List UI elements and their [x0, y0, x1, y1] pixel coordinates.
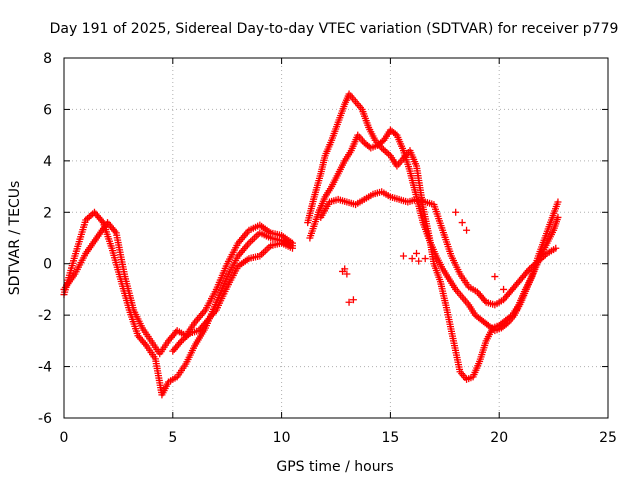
x-axis: 0 5 10 15 20 25 — [60, 58, 617, 446]
x-tick-label: 15 — [381, 430, 399, 446]
data-point-scattered — [343, 270, 351, 278]
x-axis-label: GPS time / hours — [276, 459, 393, 475]
y-axis: -6 -4 -2 0 2 4 6 8 — [38, 51, 608, 427]
x-tick-label: 20 — [490, 430, 508, 446]
data-point-scattered — [491, 273, 499, 281]
data-point-track-e — [554, 213, 562, 221]
data-point-scattered — [415, 257, 423, 265]
y-tick-label: 4 — [43, 154, 52, 170]
data-point-scattered — [458, 219, 466, 227]
y-tick-label: 0 — [43, 257, 52, 273]
data-point-scattered — [341, 265, 349, 273]
data-point-scattered — [463, 226, 471, 234]
data-point-scattered — [408, 255, 416, 263]
data-points — [60, 90, 562, 399]
data-point-track-d — [554, 198, 562, 206]
data-point-scattered — [399, 252, 407, 260]
data-point-scattered — [452, 208, 460, 216]
data-point-scattered — [500, 285, 508, 293]
data-point-track-f — [552, 244, 560, 252]
y-tick-label: 2 — [43, 205, 52, 221]
data-point-scattered — [413, 249, 421, 257]
y-tick-label: 6 — [43, 102, 52, 118]
x-tick-label: 5 — [168, 430, 177, 446]
x-tick-label: 10 — [273, 430, 291, 446]
plot-frame — [63, 57, 609, 419]
x-tick-label: 25 — [599, 430, 617, 446]
chart-title: Day 191 of 2025, Sidereal Day-to-day VTE… — [50, 21, 619, 37]
y-tick-label: -4 — [38, 360, 52, 376]
y-axis-label: SDTVAR / TECUs — [7, 181, 23, 296]
x-tick-label: 0 — [60, 430, 69, 446]
y-tick-label: -6 — [38, 411, 52, 427]
data-point-scattered — [421, 255, 429, 263]
data-point-track-c — [288, 244, 296, 252]
data-point-scattered — [513, 306, 521, 314]
data-point-scattered — [349, 296, 357, 304]
y-tick-label: -2 — [38, 308, 52, 324]
y-tick-label: 8 — [43, 51, 52, 67]
data-point-scattered — [345, 298, 353, 306]
data-point-track-e — [502, 320, 510, 328]
